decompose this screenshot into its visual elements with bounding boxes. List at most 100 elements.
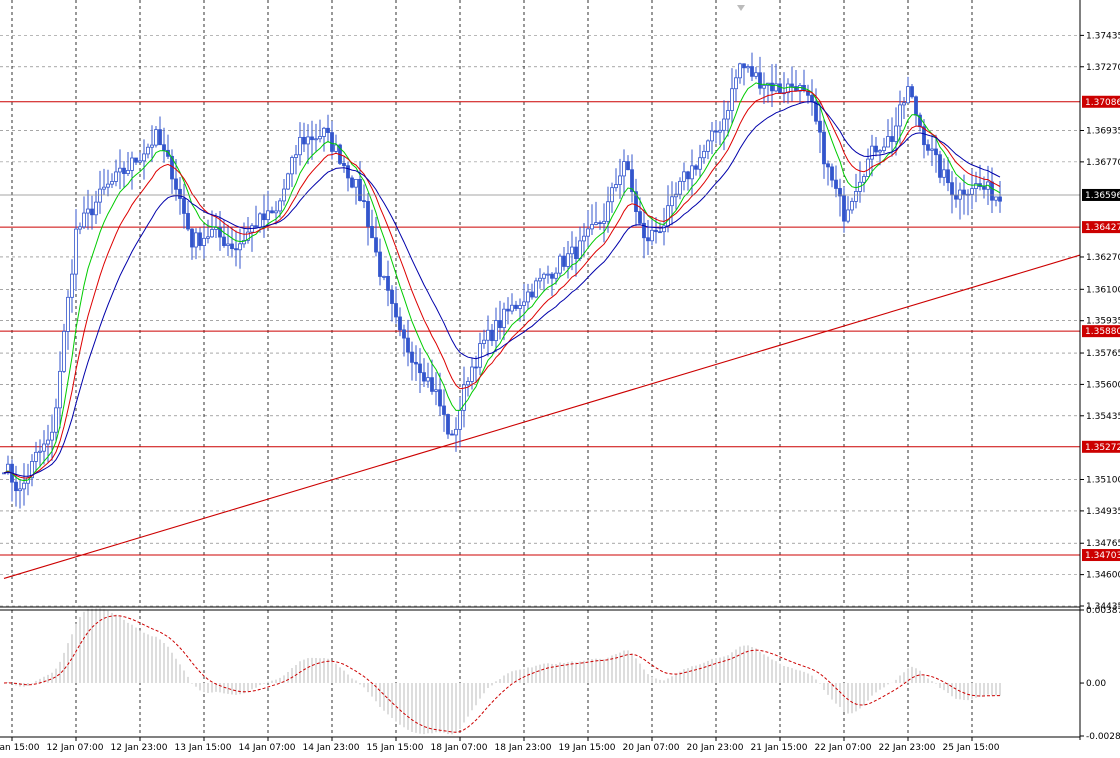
candle-body [646,237,650,242]
candle-body [550,273,554,279]
candle-body [774,83,778,92]
candle-body [562,255,566,267]
candle-body [54,407,58,433]
candle-body [18,488,22,492]
candle-body [790,83,794,87]
candle-body [478,343,482,368]
candle-body [706,140,710,152]
candle-body [262,213,266,221]
candle-body [314,138,318,141]
candle-body [486,329,490,341]
y-tick-label: 1.35600 [1086,380,1120,390]
y-tick-label: 1.35935 [1086,317,1120,327]
candle-body [142,153,146,162]
candle-body [794,86,798,92]
candle-body [322,127,326,137]
candle-body [662,225,666,233]
candle-body [754,72,758,77]
candle-body [558,255,562,274]
candle-body [890,136,894,142]
candle-body [886,136,890,148]
candle-body [410,351,414,363]
y-tick-label: 1.36100 [1086,285,1120,295]
candle-body [506,308,510,312]
candle-body [194,232,198,248]
candle-body [942,169,946,178]
candle-body [270,210,274,214]
candle-body [234,248,238,251]
candle-body [102,186,106,190]
candle-body [622,161,626,177]
candle-body [210,229,214,238]
candle-body [930,148,934,151]
candle-body [526,291,530,303]
candle-body [290,157,294,175]
candle-body [258,213,262,228]
osc-y-tick-label: 0.003871 [1086,606,1120,616]
candle-body [346,165,350,179]
candle-body [406,337,410,353]
candle-body [454,428,458,436]
candle-body [666,205,670,227]
candle-body [698,157,702,170]
x-tick-label: 12 Jan 23:00 [111,743,168,753]
candle-body [594,222,598,225]
price-axis: 1.37435 1.37270 1.36935 1.36770 1.36270 1.361… [1080,31,1120,612]
candle-body [678,180,682,195]
candle-body [882,146,886,151]
candle-body [118,167,122,173]
candle-body [78,226,82,230]
candle-body [446,414,450,435]
y-tick-label: 1.35765 [1086,349,1120,359]
candle-body [634,191,638,212]
candle-body [814,101,818,122]
x-tick-label: 19 Jan 15:00 [559,743,616,753]
candle-body [150,144,154,148]
candle-body [910,86,914,98]
candle-body [378,251,382,277]
candle-body [866,158,870,177]
candle-body [386,275,390,291]
candle-body [714,130,718,133]
candle-body [222,236,226,246]
candle-body [742,63,746,69]
candle-body [458,409,462,430]
candle-body [850,200,854,211]
candle-body [38,450,42,453]
candle-body [846,209,850,222]
candle-body [638,211,642,224]
candle-body [230,243,234,250]
candle-body [450,433,454,436]
candle-body [546,273,550,276]
x-tick-label: 14 Jan 23:00 [303,743,360,753]
level-label: 1.36427 [1085,223,1120,233]
candle-body [294,154,298,158]
candle-body [186,213,190,230]
x-tick-label: 20 Jan 07:00 [623,743,680,753]
candle-body [530,291,534,298]
candle-body [778,83,782,94]
candle-body [166,149,170,157]
candle-body [366,201,370,227]
candle-body [402,329,406,339]
x-tick-label: 20 Jan 23:00 [687,743,744,753]
candle-body [902,102,906,106]
candle-body [954,194,958,200]
candle-body [434,389,438,392]
candle-body [302,136,306,145]
candle-body [566,253,570,267]
candle-body [926,144,930,151]
candle-body [318,136,322,140]
level-label: 1.35880 [1085,327,1120,337]
y-tick-label: 1.36770 [1086,158,1120,168]
y-tick-label: 1.37270 [1086,63,1120,73]
candle-body [878,150,882,153]
candle-body [442,405,446,415]
candle-body [554,272,558,279]
candle-body [298,136,302,156]
candle-body [74,228,78,275]
oscillator-axis: 0.003871 0.00 -0.002807 [1080,606,1120,742]
candle-body [286,173,290,190]
